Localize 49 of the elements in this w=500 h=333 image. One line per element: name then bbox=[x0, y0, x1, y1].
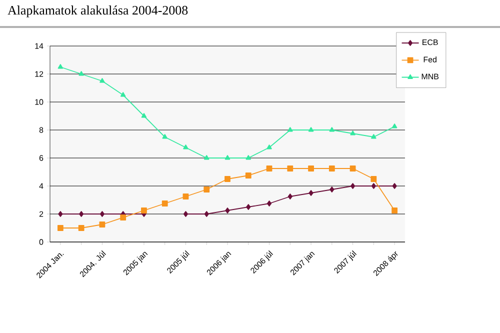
point bbox=[183, 144, 188, 150]
point bbox=[204, 155, 210, 160]
point bbox=[79, 211, 84, 217]
point bbox=[246, 155, 251, 160]
point bbox=[120, 214, 126, 220]
point bbox=[183, 211, 188, 217]
point bbox=[58, 64, 64, 69]
point bbox=[371, 134, 376, 139]
point bbox=[330, 186, 334, 192]
point bbox=[182, 194, 189, 200]
point bbox=[308, 166, 314, 172]
point bbox=[78, 225, 84, 231]
point bbox=[100, 211, 105, 217]
point bbox=[162, 134, 168, 139]
point bbox=[245, 172, 252, 178]
point bbox=[141, 208, 147, 214]
point bbox=[308, 190, 314, 196]
point bbox=[58, 211, 63, 217]
point bbox=[308, 127, 314, 132]
point bbox=[329, 127, 335, 132]
point bbox=[287, 166, 294, 172]
point bbox=[224, 155, 230, 160]
point bbox=[78, 71, 84, 76]
point bbox=[57, 225, 64, 231]
point bbox=[266, 144, 272, 150]
point bbox=[370, 176, 377, 182]
point bbox=[371, 183, 376, 189]
point bbox=[204, 211, 209, 217]
point bbox=[162, 200, 168, 206]
point bbox=[392, 124, 398, 128]
point bbox=[225, 208, 230, 214]
point bbox=[288, 127, 293, 132]
point bbox=[350, 130, 356, 136]
point bbox=[350, 166, 356, 172]
point bbox=[350, 183, 356, 189]
point bbox=[120, 92, 126, 97]
point bbox=[204, 186, 210, 192]
point bbox=[392, 208, 398, 214]
point bbox=[246, 204, 251, 210]
chart-title: Alapkamatok alakulása 2004-2008 bbox=[8, 6, 188, 18]
point bbox=[266, 200, 272, 206]
point bbox=[99, 222, 106, 228]
point bbox=[224, 176, 230, 182]
point bbox=[288, 194, 292, 200]
point bbox=[392, 183, 397, 189]
point bbox=[328, 166, 335, 172]
point bbox=[100, 78, 105, 83]
point bbox=[266, 166, 272, 172]
point bbox=[141, 113, 147, 118]
